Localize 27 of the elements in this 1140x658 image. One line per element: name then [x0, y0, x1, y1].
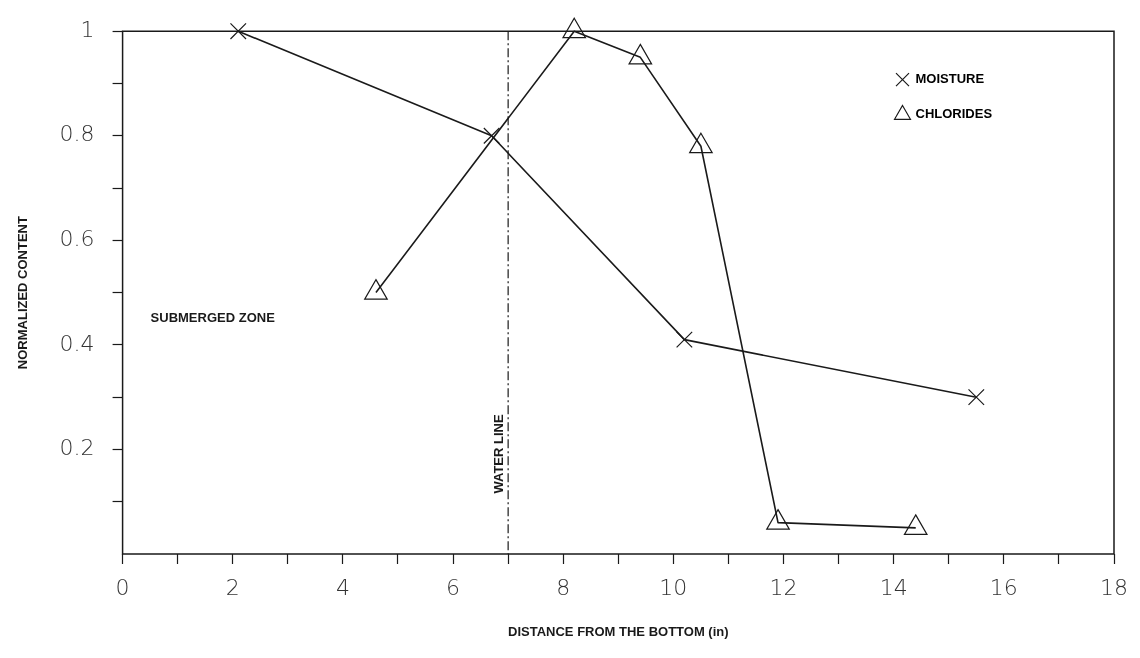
x-tick-label: 18 [1100, 574, 1128, 600]
point [903, 514, 928, 535]
x-axis-title: DISTANCE FROM THE BOTTOM (in) [508, 623, 729, 639]
x-tick-label: 12 [769, 574, 798, 600]
x-tick-label: 16 [989, 574, 1018, 600]
y-axis-title: NORMALIZED CONTENT [15, 216, 31, 370]
y-tick-label: 0.6 [59, 226, 95, 252]
legend-label: MOISTURE [915, 71, 985, 87]
y-tick-label: 0.4 [59, 330, 95, 356]
point [628, 43, 653, 65]
x-tick-label: 2 [225, 574, 240, 600]
x-tick-label: 14 [879, 574, 908, 600]
point [364, 279, 388, 300]
legend-label: CHLORIDES [915, 106, 993, 122]
x-tick-label: 6 [446, 574, 461, 600]
x-tick-label: 4 [335, 574, 350, 600]
point [562, 17, 587, 39]
x-tick-label: 10 [659, 574, 688, 600]
annotation: SUBMERGED ZONE [150, 310, 276, 326]
y-tick-label: 1 [80, 16, 95, 42]
y-tick-label: 0.2 [59, 435, 95, 461]
point [766, 509, 790, 530]
x-tick-label: 8 [556, 574, 571, 600]
ref-line-label: WATER LINE [490, 414, 506, 494]
x-tick-label: 0 [115, 574, 130, 600]
y-tick-label: 0.8 [59, 121, 95, 147]
point [689, 132, 713, 154]
